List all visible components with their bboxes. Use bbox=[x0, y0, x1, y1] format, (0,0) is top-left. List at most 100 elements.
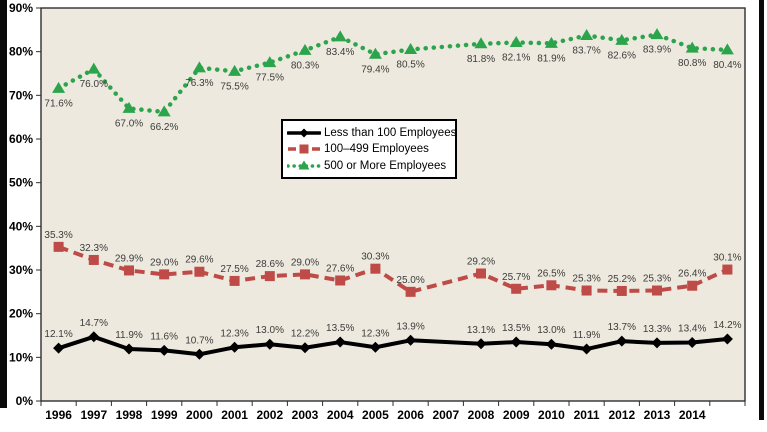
svg-text:2011: 2011 bbox=[574, 408, 600, 422]
svg-text:70%: 70% bbox=[9, 88, 33, 102]
svg-text:75.5%: 75.5% bbox=[220, 81, 248, 92]
solid-line-diamond-marker-icon bbox=[287, 128, 321, 137]
svg-text:12.1%: 12.1% bbox=[44, 329, 72, 340]
svg-text:12.2%: 12.2% bbox=[291, 329, 319, 340]
svg-text:25.2%: 25.2% bbox=[608, 274, 636, 285]
legend-label: Less than 100 Employees bbox=[324, 126, 457, 139]
svg-text:28.6%: 28.6% bbox=[256, 259, 284, 270]
svg-text:2007: 2007 bbox=[432, 408, 459, 422]
svg-text:26.5%: 26.5% bbox=[537, 268, 565, 279]
svg-text:2013: 2013 bbox=[644, 408, 671, 422]
svg-text:11.6%: 11.6% bbox=[150, 331, 178, 342]
svg-text:27.6%: 27.6% bbox=[326, 263, 354, 274]
svg-text:2012: 2012 bbox=[608, 408, 635, 422]
svg-text:67.0%: 67.0% bbox=[115, 118, 143, 129]
svg-text:80%: 80% bbox=[9, 45, 33, 59]
svg-text:83.4%: 83.4% bbox=[326, 47, 354, 58]
svg-text:2009: 2009 bbox=[503, 408, 530, 422]
svg-text:11.9%: 11.9% bbox=[115, 330, 143, 341]
svg-text:0%: 0% bbox=[16, 394, 34, 408]
svg-text:1997: 1997 bbox=[80, 408, 107, 422]
svg-text:80.8%: 80.8% bbox=[678, 58, 706, 69]
chart-legend: Less than 100 Employees 100–499 Employee… bbox=[281, 119, 457, 179]
svg-text:79.4%: 79.4% bbox=[361, 64, 389, 75]
svg-text:29.9%: 29.9% bbox=[115, 253, 143, 264]
svg-text:81.8%: 81.8% bbox=[467, 54, 495, 65]
svg-text:2003: 2003 bbox=[292, 408, 319, 422]
series-2: 71.6% 76.0% 67.0% 66.2% 76.3% 75.5% 77.5% 80.3%… bbox=[44, 28, 742, 133]
legend-item-less-than-100-employees: Less than 100 Employees bbox=[287, 126, 456, 140]
svg-text:2000: 2000 bbox=[186, 408, 213, 422]
svg-text:90%: 90% bbox=[9, 1, 33, 15]
svg-text:80.5%: 80.5% bbox=[396, 59, 424, 70]
svg-text:14.2%: 14.2% bbox=[713, 320, 741, 331]
legend-label: 100–499 Employees bbox=[324, 143, 429, 155]
svg-text:12.3%: 12.3% bbox=[220, 328, 248, 339]
svg-text:2005: 2005 bbox=[362, 408, 389, 422]
svg-text:2014: 2014 bbox=[679, 408, 706, 422]
svg-text:2002: 2002 bbox=[256, 408, 283, 422]
svg-text:10%: 10% bbox=[9, 350, 33, 364]
svg-text:76.3%: 76.3% bbox=[185, 78, 213, 89]
svg-text:25.0%: 25.0% bbox=[396, 275, 424, 286]
svg-text:71.6%: 71.6% bbox=[44, 98, 72, 109]
svg-text:12.3%: 12.3% bbox=[361, 328, 389, 339]
svg-text:1999: 1999 bbox=[151, 408, 178, 422]
svg-text:76.0%: 76.0% bbox=[80, 79, 108, 90]
svg-text:29.0%: 29.0% bbox=[150, 257, 178, 268]
svg-text:13.5%: 13.5% bbox=[326, 323, 354, 334]
svg-text:25.7%: 25.7% bbox=[502, 272, 530, 283]
series-1: 35.3% 32.3% 29.9% 29.0% 29.6% 27.5% 28.6% 29.0%… bbox=[44, 230, 742, 297]
svg-text:29.2%: 29.2% bbox=[467, 256, 495, 267]
svg-text:32.3%: 32.3% bbox=[80, 243, 108, 254]
frame-border-left bbox=[0, 0, 7, 408]
svg-text:13.7%: 13.7% bbox=[608, 322, 636, 333]
svg-text:25.3%: 25.3% bbox=[572, 274, 600, 285]
svg-text:30%: 30% bbox=[9, 263, 33, 277]
svg-text:2001: 2001 bbox=[221, 408, 248, 422]
svg-text:82.6%: 82.6% bbox=[608, 50, 636, 61]
svg-text:1996: 1996 bbox=[45, 408, 72, 422]
svg-text:13.4%: 13.4% bbox=[678, 323, 706, 334]
svg-text:13.3%: 13.3% bbox=[643, 324, 671, 335]
svg-text:2010: 2010 bbox=[538, 408, 565, 422]
svg-text:35.3%: 35.3% bbox=[44, 230, 72, 241]
svg-text:11.9%: 11.9% bbox=[573, 330, 601, 341]
svg-text:50%: 50% bbox=[9, 176, 33, 190]
svg-text:80.3%: 80.3% bbox=[291, 60, 319, 71]
svg-text:13.0%: 13.0% bbox=[256, 325, 284, 336]
series-0: 12.1% 14.7% 11.9% 11.6% 10.7% 12.3% 13.0% 12.2%… bbox=[44, 318, 742, 360]
svg-text:13.9%: 13.9% bbox=[396, 321, 424, 332]
svg-text:30.3%: 30.3% bbox=[361, 252, 389, 263]
dashed-line-square-marker-icon bbox=[288, 144, 320, 154]
dotted-line-triangle-marker-icon bbox=[287, 160, 321, 169]
svg-text:77.5%: 77.5% bbox=[256, 73, 284, 84]
svg-text:26.4%: 26.4% bbox=[678, 269, 706, 280]
frame-border-right bbox=[759, 0, 764, 420]
svg-text:29.6%: 29.6% bbox=[185, 255, 213, 266]
svg-text:29.0%: 29.0% bbox=[291, 257, 319, 268]
svg-text:83.7%: 83.7% bbox=[572, 46, 600, 57]
svg-text:40%: 40% bbox=[9, 219, 33, 233]
svg-text:60%: 60% bbox=[9, 132, 33, 146]
svg-text:80.4%: 80.4% bbox=[713, 60, 741, 71]
svg-text:66.2%: 66.2% bbox=[150, 122, 178, 133]
svg-text:14.7%: 14.7% bbox=[80, 318, 108, 329]
svg-text:1998: 1998 bbox=[116, 408, 143, 422]
legend-label: 500 or More Employees bbox=[324, 159, 447, 172]
legend-item-100-499-employees: 100–499 Employees bbox=[287, 142, 451, 156]
svg-text:25.3%: 25.3% bbox=[643, 274, 671, 285]
svg-text:27.5%: 27.5% bbox=[220, 264, 248, 275]
svg-text:82.1%: 82.1% bbox=[502, 52, 530, 63]
svg-text:20%: 20% bbox=[9, 307, 33, 321]
legend-item-500-or-more-employees: 500 or More Employees bbox=[287, 159, 451, 173]
svg-text:13.5%: 13.5% bbox=[502, 323, 530, 334]
svg-text:13.1%: 13.1% bbox=[467, 325, 495, 336]
svg-text:81.9%: 81.9% bbox=[537, 53, 565, 64]
svg-text:10.7%: 10.7% bbox=[185, 335, 213, 346]
svg-text:83.9%: 83.9% bbox=[643, 45, 671, 56]
svg-text:13.0%: 13.0% bbox=[537, 325, 565, 336]
svg-text:2008: 2008 bbox=[468, 408, 495, 422]
